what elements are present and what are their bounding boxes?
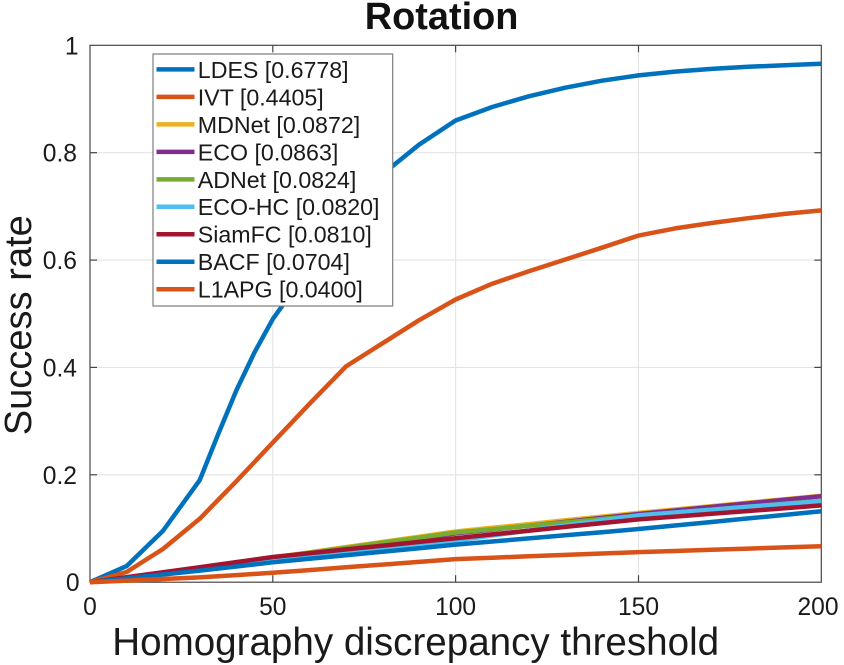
svg-text:BACF [0.0704]: BACF [0.0704] [198, 249, 350, 275]
svg-text:SiamFC [0.0810]: SiamFC [0.0810] [198, 222, 372, 248]
svg-text:50: 50 [259, 594, 286, 621]
svg-text:ECO [0.0863]: ECO [0.0863] [198, 139, 338, 165]
svg-text:0: 0 [66, 570, 80, 597]
svg-text:Homography discrepancy thresho: Homography discrepancy threshold [112, 621, 719, 664]
svg-text:Rotation: Rotation [365, 0, 519, 38]
svg-text:Success rate: Success rate [0, 215, 40, 435]
svg-text:ECO-HC [0.0820]: ECO-HC [0.0820] [198, 194, 380, 220]
svg-text:0.2: 0.2 [43, 463, 77, 490]
svg-text:IVT [0.4405]: IVT [0.4405] [198, 84, 324, 110]
svg-text:0.8: 0.8 [43, 141, 77, 168]
svg-text:1: 1 [65, 33, 79, 60]
svg-text:100: 100 [435, 594, 476, 621]
svg-text:0.6: 0.6 [43, 248, 77, 275]
svg-text:L1APG [0.0400]: L1APG [0.0400] [198, 277, 363, 303]
svg-text:0.4: 0.4 [43, 355, 77, 382]
svg-text:ADNet [0.0824]: ADNet [0.0824] [198, 167, 357, 193]
svg-text:LDES [0.6778]: LDES [0.6778] [198, 57, 349, 83]
svg-text:0: 0 [83, 594, 97, 621]
svg-text:MDNet [0.0872]: MDNet [0.0872] [198, 112, 360, 138]
svg-text:200: 200 [797, 594, 838, 621]
svg-text:150: 150 [618, 594, 659, 621]
